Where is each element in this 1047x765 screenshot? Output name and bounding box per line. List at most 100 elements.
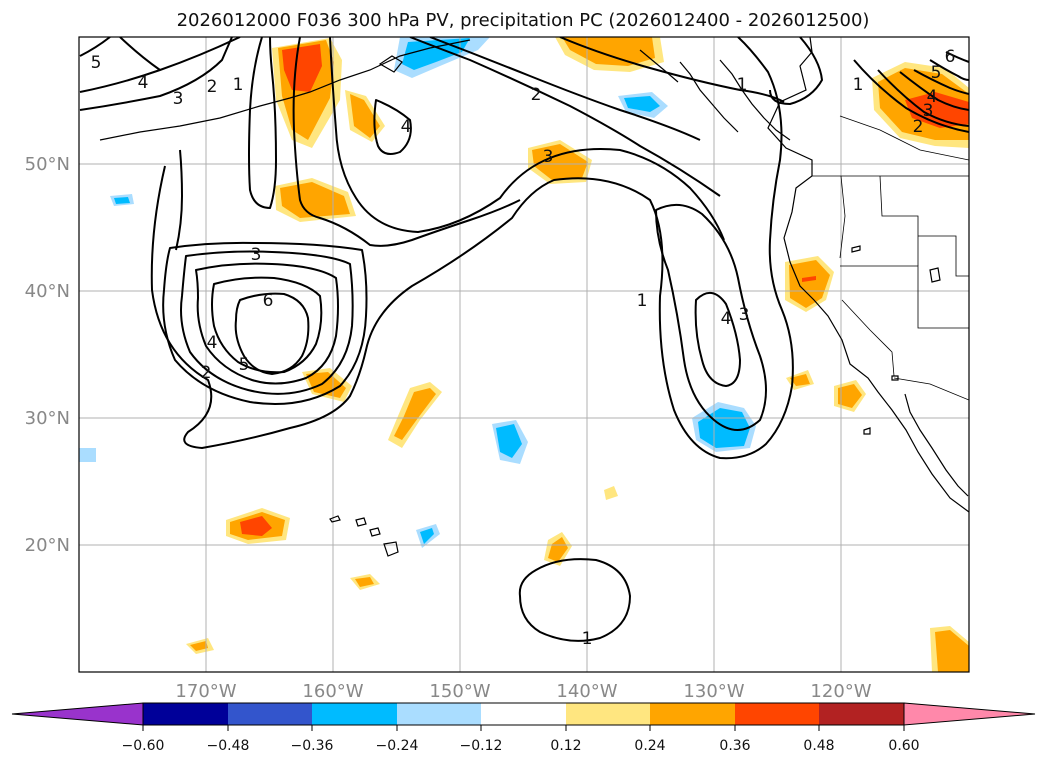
contour-label: 5 [91, 53, 102, 73]
pv-contour [877, 69, 969, 127]
contour-label: 6 [945, 47, 956, 67]
colorbar-extend-high [903, 702, 1036, 726]
pv-contour [373, 99, 412, 155]
precip-blob [935, 630, 969, 672]
pv-contour [853, 59, 969, 133]
colorbar-tick-label: 0.60 [888, 738, 919, 754]
colorbar-tick-label: −0.12 [460, 738, 503, 754]
contour-label: 3 [543, 147, 554, 167]
latitude-labels: 20°N 30°N 40°N 50°N [25, 154, 70, 556]
colorbar-tick-label: 0.48 [803, 738, 834, 754]
contour-label: 3 [251, 245, 262, 265]
contour-label: 2 [531, 85, 542, 105]
pv-contour [694, 292, 741, 387]
pv-contour [409, 37, 721, 197]
colorbar-bin [735, 703, 819, 725]
lon-label: 140°W [556, 681, 617, 702]
pv-contour [234, 292, 310, 375]
contour-label: 3 [923, 101, 934, 121]
precip-blob [282, 44, 322, 92]
precip-blob [240, 516, 272, 536]
colorbar-tick-label: 0.24 [634, 738, 665, 754]
pv-labels: 5 4 3 2 1 2 4 1 6 5 4 3 2 3 6 4 5 2 1 4 … [91, 47, 956, 649]
political-borders [812, 115, 969, 401]
pv-contour [150, 37, 794, 460]
lat-label: 30°N [25, 408, 70, 429]
map-frame [78, 36, 970, 673]
pv-contour [655, 203, 767, 431]
pv-contours [79, 37, 969, 642]
pv-contour [175, 149, 183, 251]
pv-contour [211, 276, 323, 374]
contour-label: 6 [263, 291, 274, 311]
colorbar-bin [481, 703, 566, 725]
pv-contour [518, 558, 631, 642]
colorbar: −0.60 −0.48 −0.36 −0.24 −0.12 0.12 0.24 … [11, 702, 1036, 754]
contour-label: 1 [637, 291, 648, 311]
lon-label: 150°W [429, 681, 490, 702]
colorbar-bin [143, 703, 228, 725]
contour-label: 3 [173, 89, 184, 109]
precip-blob [790, 374, 810, 386]
pv-contour [119, 37, 161, 71]
contour-label: 3 [739, 305, 750, 325]
lon-label: 160°W [302, 681, 363, 702]
lat-label: 20°N [25, 535, 70, 556]
lon-label: 170°W [175, 681, 236, 702]
pv-contour [913, 69, 969, 95]
contour-label: 4 [138, 73, 149, 93]
lon-label: 130°W [683, 681, 744, 702]
lon-label: 120°W [810, 681, 871, 702]
colorbar-bin [312, 703, 397, 725]
precip-blob [604, 486, 618, 500]
precip-blob [394, 388, 436, 440]
pv-contour [329, 37, 725, 241]
precip-blob [79, 448, 96, 462]
map-background [79, 37, 969, 672]
colorbar-bin [566, 703, 650, 725]
pv-contour [162, 241, 368, 405]
colorbar-extend-low [11, 702, 144, 726]
precip-blob [562, 37, 655, 66]
contour-label: 1 [233, 75, 244, 95]
pv-contour [195, 262, 339, 385]
colorbar-tick-label: −0.60 [122, 738, 165, 754]
contour-label: 4 [207, 333, 218, 353]
colorbar-bin [650, 703, 735, 725]
colorbar-tick-label: −0.36 [291, 738, 334, 754]
colorbar-bin [819, 703, 904, 725]
colorbar-ticks [142, 725, 905, 731]
precip-blob [905, 92, 969, 128]
precip-blob [548, 537, 568, 562]
precip-blob [802, 276, 816, 282]
pv-contour [79, 37, 233, 111]
colorbar-tick-label: −0.48 [207, 738, 250, 754]
contour-label: 1 [582, 629, 593, 649]
precip-blob [496, 424, 522, 458]
precip-blob [532, 144, 588, 180]
precip-blob [350, 94, 380, 138]
pv-contour [929, 59, 969, 81]
pv-contour [248, 37, 277, 209]
contour-label: 4 [401, 117, 412, 137]
contour-label: 4 [927, 87, 938, 107]
lat-label: 40°N [25, 281, 70, 302]
colorbar-tick-label: −0.24 [376, 738, 419, 754]
precip-blob [190, 641, 208, 651]
contour-label: 4 [721, 309, 732, 329]
pv-contour [769, 37, 823, 105]
precip-blob [838, 384, 862, 408]
contour-label: 1 [853, 75, 864, 95]
pv-contour [180, 250, 354, 395]
precip-blob [789, 260, 830, 308]
graticule [79, 37, 969, 672]
pv-contour [559, 37, 785, 103]
colorbar-tick-label: 0.36 [719, 738, 750, 754]
contour-label: 5 [931, 63, 942, 83]
longitude-labels: 170°W 160°W 150°W 140°W 130°W 120°W [175, 681, 871, 702]
pv-contour [899, 71, 969, 111]
precip-blob [355, 577, 374, 587]
lat-label: 50°N [25, 154, 70, 175]
pv-contour [945, 51, 969, 63]
